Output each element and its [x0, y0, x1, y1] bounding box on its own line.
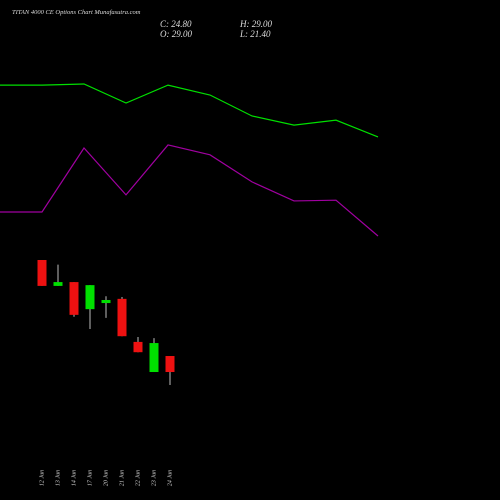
- high-label: H: 29.00: [239, 19, 272, 29]
- candle-body: [149, 343, 159, 373]
- x-tick-label: 12 Jun: [39, 470, 45, 486]
- close-label: C: 24.80: [160, 19, 192, 29]
- candle-body: [165, 356, 175, 373]
- candle-body: [133, 341, 143, 353]
- indicator-line: [0, 144, 379, 237]
- open-label: O: 29.00: [160, 29, 192, 39]
- candle-body: [69, 282, 79, 315]
- x-tick-label: 24 Jun: [166, 470, 173, 486]
- x-tick-label: 21 Jun: [119, 470, 125, 486]
- candle-body: [85, 285, 95, 310]
- candle-body: [53, 282, 63, 286]
- x-tick-label: 13 Jun: [55, 470, 61, 486]
- indicator-line: [0, 83, 379, 138]
- x-tick-label: 22 Jun: [135, 470, 141, 486]
- chart-title: TITAN 4000 CE Options Chart Munafasutra.…: [12, 9, 141, 16]
- x-tick-label: 14 Jun: [70, 470, 77, 486]
- candle-body: [101, 300, 111, 304]
- x-tick-label: 17 Jun: [87, 470, 93, 486]
- x-tick-label: 23 Jun: [151, 470, 157, 486]
- candle-body: [117, 298, 127, 337]
- candle-body: [37, 259, 47, 286]
- x-tick-label: 20 Jun: [103, 470, 109, 486]
- low-label: L: 21.40: [239, 29, 271, 39]
